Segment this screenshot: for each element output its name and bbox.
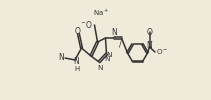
Text: N: N bbox=[97, 64, 103, 70]
Text: O: O bbox=[147, 28, 152, 37]
Text: H: H bbox=[74, 66, 80, 72]
Text: $^-$O: $^-$O bbox=[79, 18, 93, 30]
Text: /: / bbox=[119, 39, 122, 48]
Text: N: N bbox=[73, 57, 79, 66]
Text: N: N bbox=[107, 52, 112, 58]
Text: N: N bbox=[58, 53, 64, 62]
Text: Na$^+$: Na$^+$ bbox=[93, 8, 109, 18]
Text: N: N bbox=[111, 28, 117, 37]
Text: $^+$: $^+$ bbox=[149, 40, 155, 45]
Text: N: N bbox=[147, 42, 152, 50]
Text: O$^-$: O$^-$ bbox=[156, 46, 168, 56]
Text: O: O bbox=[75, 27, 81, 36]
Text: N: N bbox=[104, 56, 110, 62]
